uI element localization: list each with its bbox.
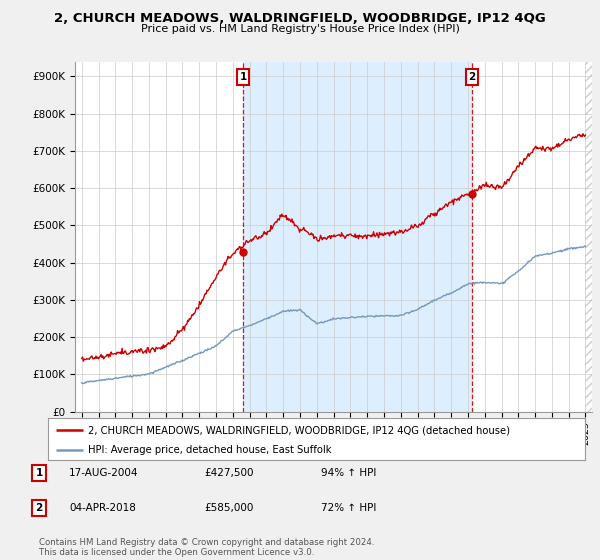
Text: £585,000: £585,000 bbox=[204, 503, 253, 513]
Text: 1: 1 bbox=[35, 468, 43, 478]
Text: 94% ↑ HPI: 94% ↑ HPI bbox=[321, 468, 376, 478]
Text: £427,500: £427,500 bbox=[204, 468, 254, 478]
Text: Price paid vs. HM Land Registry's House Price Index (HPI): Price paid vs. HM Land Registry's House … bbox=[140, 24, 460, 34]
Text: 72% ↑ HPI: 72% ↑ HPI bbox=[321, 503, 376, 513]
Text: 2: 2 bbox=[35, 503, 43, 513]
Bar bbox=[243, 62, 472, 412]
Text: 2, CHURCH MEADOWS, WALDRINGFIELD, WOODBRIDGE, IP12 4QG: 2, CHURCH MEADOWS, WALDRINGFIELD, WOODBR… bbox=[54, 12, 546, 25]
Text: 17-AUG-2004: 17-AUG-2004 bbox=[69, 468, 139, 478]
Text: 2: 2 bbox=[469, 72, 476, 82]
Text: HPI: Average price, detached house, East Suffolk: HPI: Average price, detached house, East… bbox=[88, 445, 332, 455]
Text: Contains HM Land Registry data © Crown copyright and database right 2024.
This d: Contains HM Land Registry data © Crown c… bbox=[39, 538, 374, 557]
Text: 04-APR-2018: 04-APR-2018 bbox=[69, 503, 136, 513]
Bar bbox=[586, 62, 592, 412]
Text: 1: 1 bbox=[239, 72, 247, 82]
Text: 2, CHURCH MEADOWS, WALDRINGFIELD, WOODBRIDGE, IP12 4QG (detached house): 2, CHURCH MEADOWS, WALDRINGFIELD, WOODBR… bbox=[88, 425, 510, 435]
